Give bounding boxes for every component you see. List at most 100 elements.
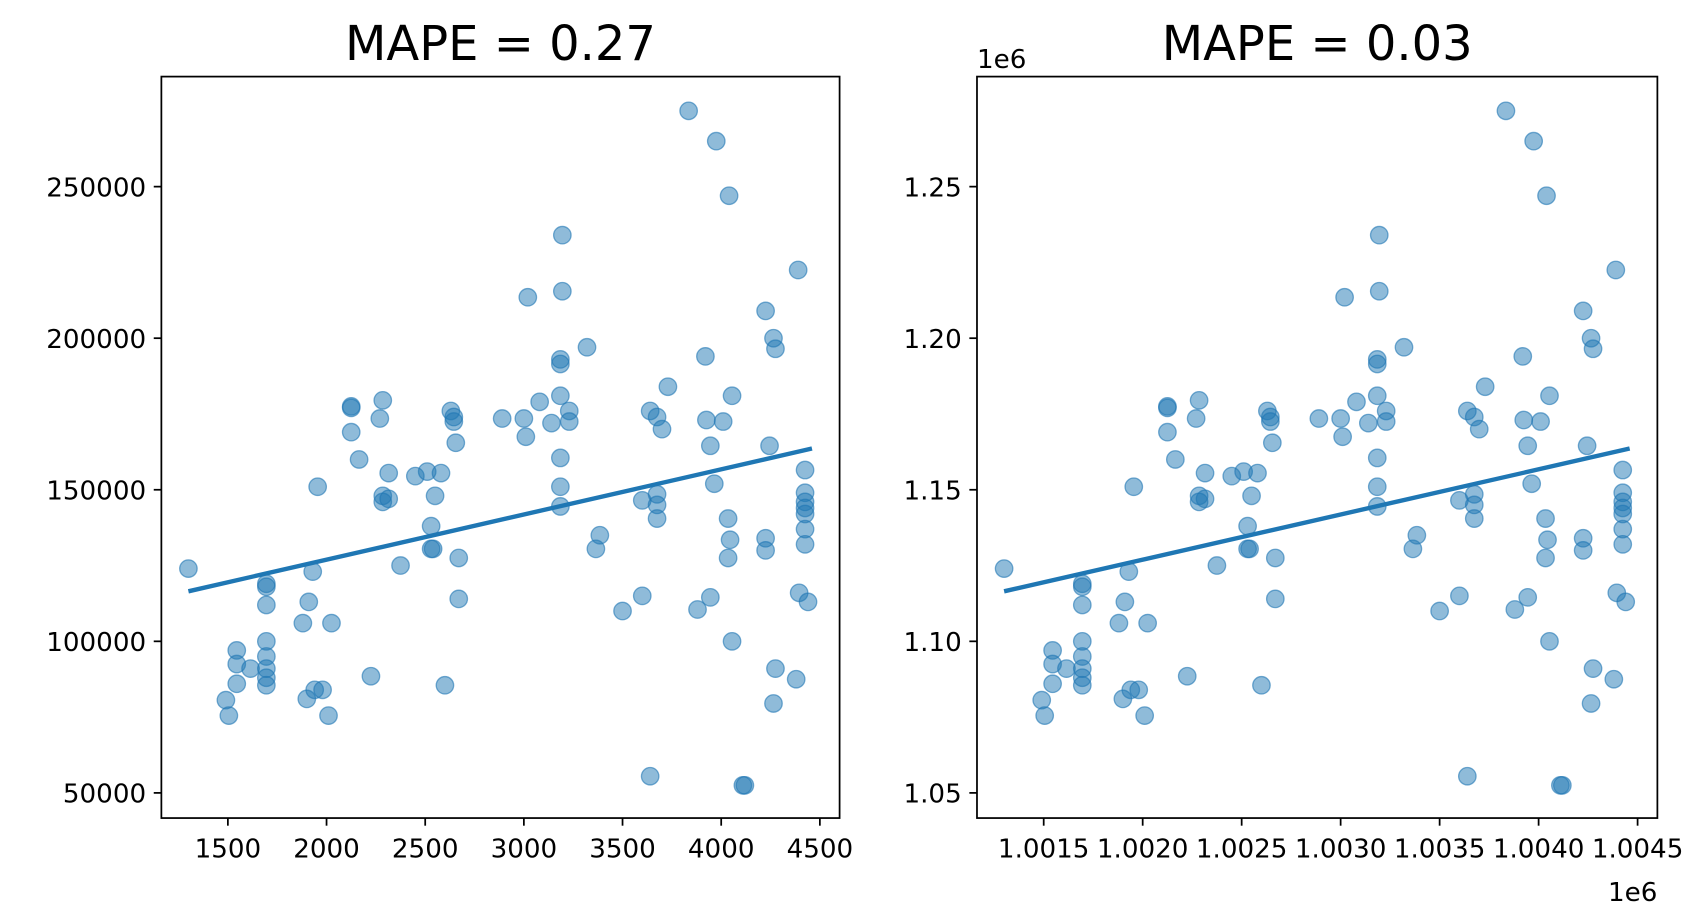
point: [256, 675, 276, 695]
point: [552, 281, 572, 301]
point: [1252, 675, 1271, 695]
point: [613, 601, 632, 621]
point: [1358, 413, 1378, 433]
point: [1309, 409, 1329, 428]
point: [1165, 450, 1185, 469]
point: [550, 386, 570, 406]
point: [1369, 281, 1389, 301]
point: [179, 559, 198, 578]
x-tick-label: 1.0035: [1394, 834, 1486, 864]
y-tick-label: 1.10: [903, 628, 961, 658]
point: [994, 559, 1014, 578]
point: [1540, 386, 1559, 406]
point: [1333, 427, 1353, 447]
x-tick-label: 1.0020: [1097, 834, 1189, 864]
point: [766, 659, 785, 678]
point: [373, 390, 393, 410]
point: [550, 354, 570, 374]
point: [697, 410, 716, 430]
point: [379, 463, 399, 483]
y-tick-label: 100000: [46, 628, 146, 658]
point: [652, 419, 672, 439]
point: [1129, 680, 1149, 700]
x-tick-label: 4000: [688, 834, 755, 864]
point: [1248, 463, 1267, 483]
point: [766, 339, 785, 359]
point: [696, 347, 715, 366]
point: [391, 556, 410, 575]
point: [530, 392, 550, 412]
point: [720, 530, 740, 550]
x-tick-label: 1.0025: [1196, 834, 1288, 864]
point: [1394, 337, 1414, 357]
point: [1242, 486, 1261, 506]
point: [341, 422, 361, 442]
point: [1513, 347, 1533, 366]
point: [1265, 589, 1285, 609]
point: [1057, 659, 1076, 678]
point: [1573, 541, 1593, 560]
point: [361, 666, 381, 686]
point: [1331, 409, 1351, 428]
x-tick-label: 3000: [491, 834, 558, 864]
point: [349, 450, 369, 469]
scatter-points: [179, 101, 818, 795]
point: [1240, 539, 1259, 559]
point: [722, 631, 742, 651]
y-tick-label: 1.05: [903, 780, 961, 810]
point: [795, 460, 815, 480]
chart-title: MAPE = 0.27: [345, 16, 656, 72]
point: [647, 509, 667, 528]
point: [550, 477, 570, 497]
point: [1496, 101, 1516, 121]
point: [1043, 674, 1062, 694]
point: [219, 706, 239, 725]
point: [1613, 460, 1633, 480]
x-tick-label: 4500: [787, 834, 854, 864]
scatter-points: [994, 101, 1636, 795]
point: [640, 766, 660, 786]
point: [492, 409, 512, 428]
point: [1407, 525, 1427, 545]
chart-title: MAPE = 0.03: [1162, 16, 1473, 72]
point: [227, 674, 247, 694]
point: [1262, 433, 1282, 453]
point: [1537, 186, 1556, 206]
point: [1072, 675, 1092, 695]
y-tick-label: 200000: [46, 325, 146, 355]
point: [542, 413, 561, 433]
point: [1450, 586, 1469, 606]
point: [293, 613, 313, 633]
point: [256, 595, 276, 615]
point: [658, 377, 678, 397]
point: [1265, 548, 1285, 568]
point: [1367, 354, 1387, 374]
point: [341, 398, 361, 418]
point: [1158, 398, 1177, 418]
point: [1540, 631, 1559, 651]
point: [1577, 436, 1597, 456]
point: [700, 436, 720, 456]
point: [706, 131, 726, 151]
point: [760, 436, 779, 456]
point: [299, 592, 319, 612]
point: [1072, 595, 1092, 615]
y-tick-label: 50000: [63, 780, 146, 810]
point: [700, 587, 720, 607]
point: [444, 412, 464, 431]
point: [1335, 287, 1354, 307]
point: [1347, 392, 1366, 412]
plot-frame: [976, 75, 1659, 819]
point: [449, 589, 469, 609]
point: [1369, 225, 1389, 245]
point: [514, 409, 534, 428]
point: [1475, 377, 1495, 397]
point: [1376, 412, 1396, 431]
point: [1469, 419, 1489, 439]
point: [1177, 666, 1197, 686]
point: [423, 539, 443, 559]
point: [370, 409, 390, 428]
point: [1124, 477, 1144, 497]
point: [1457, 766, 1477, 786]
